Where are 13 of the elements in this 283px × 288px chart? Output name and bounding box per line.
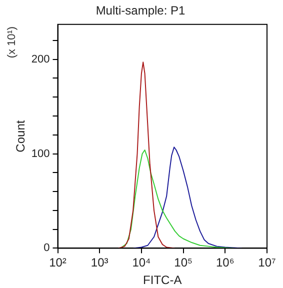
text: (x 10¹) (6, 26, 18, 58)
chart-title: Multi-sample: P1 (96, 4, 186, 18)
y-tick-label: 100 (31, 148, 50, 160)
x-tick-label: 10⁷ (258, 256, 276, 270)
x-tick-label: 10⁵ (174, 256, 192, 270)
x-axis-title: FITC-A (143, 273, 182, 288)
x-tick-label: 10³ (90, 256, 108, 270)
y-tick-label: 200 (31, 53, 50, 66)
x-tick-label: 10⁴ (132, 256, 151, 270)
y-tick-label: 0 (44, 242, 50, 254)
x-tick-label: 10⁶ (216, 256, 234, 270)
y-axis-title: Count (14, 120, 28, 152)
x-tick-label: 10² (49, 256, 66, 270)
